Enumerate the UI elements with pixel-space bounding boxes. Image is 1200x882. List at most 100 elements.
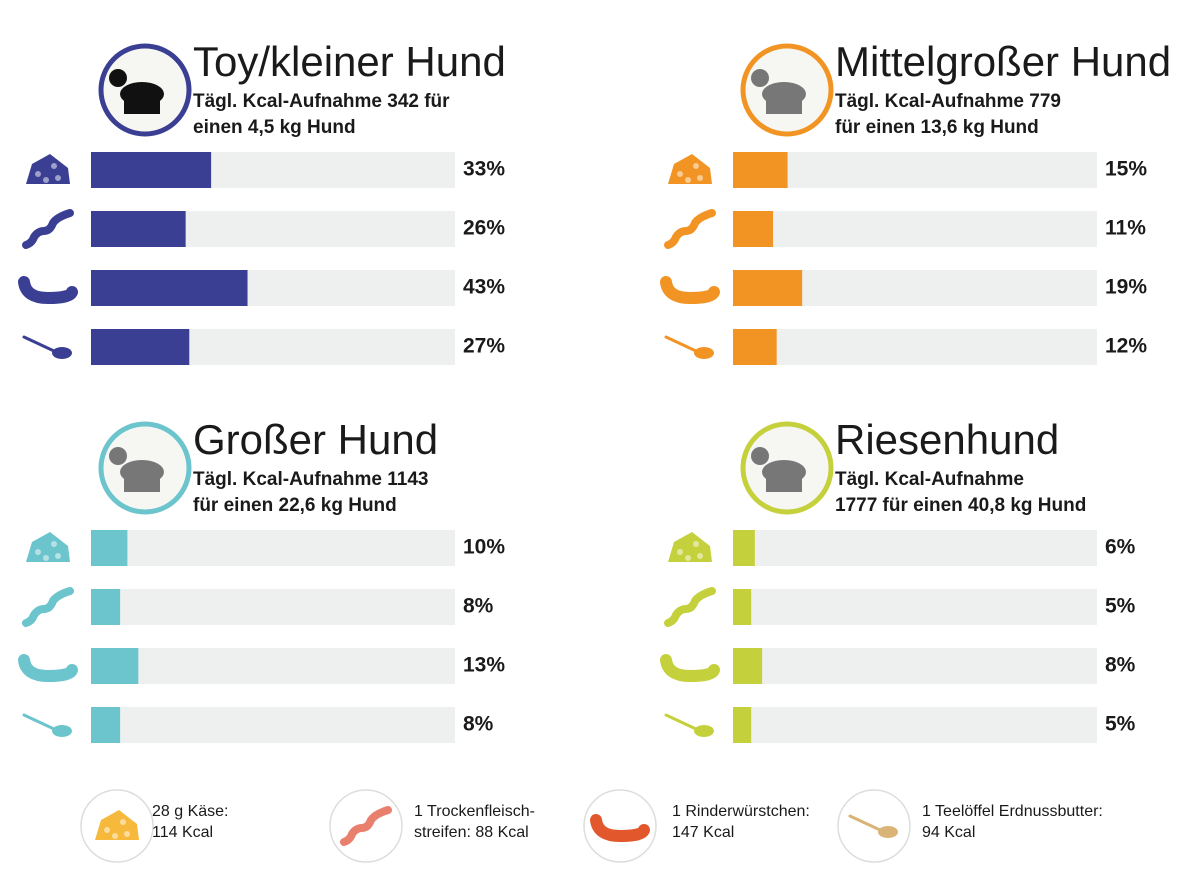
cheese-hole	[120, 819, 126, 825]
bar-track	[733, 707, 1097, 743]
bar	[733, 152, 788, 188]
cheese-hole	[112, 833, 118, 839]
spoon-bowl	[52, 725, 72, 737]
chart-subtitle: für einen 13,6 kg Hund	[835, 117, 1039, 138]
legend-item: 1 Teelöffel Erdnussbutter: 94 Kcal	[837, 789, 1103, 863]
cheese-hole	[43, 555, 49, 561]
cheese-hole	[124, 831, 130, 837]
bacon-icon	[664, 209, 716, 249]
bar	[91, 530, 128, 566]
spoon-bowl	[694, 347, 714, 359]
value-label: 10%	[463, 536, 505, 559]
dog-head	[109, 447, 127, 465]
cheese-hole	[35, 171, 41, 177]
chart-panel: Toy/kleiner Hund Tägl. Kcal-Aufnahme 342 …	[18, 38, 506, 365]
chart-panel: Großer Hund Tägl. Kcal-Aufnahme 1143 für e…	[18, 416, 505, 743]
cheese-hole	[677, 171, 683, 177]
chart-subtitle: Tägl. Kcal-Aufnahme	[835, 469, 1024, 490]
value-label: 8%	[463, 713, 494, 736]
dog-head	[751, 447, 769, 465]
spoon-handle	[22, 335, 56, 353]
bar-track	[733, 530, 1097, 566]
dog-legs	[766, 100, 802, 114]
bar	[91, 152, 212, 188]
spoon-bowl	[52, 347, 72, 359]
value-label: 12%	[1105, 335, 1147, 358]
cheese-hole	[43, 177, 49, 183]
bar	[733, 270, 803, 306]
bar	[91, 329, 190, 365]
cheese-hole	[697, 175, 703, 181]
spoon-bowl	[694, 725, 714, 737]
chart-panel: Mittelgroßer Hund Tägl. Kcal-Aufnahme 779…	[660, 38, 1171, 365]
cheese-hole	[677, 549, 683, 555]
chart-subtitle: für einen 22,6 kg Hund	[193, 495, 397, 516]
value-label: 27%	[463, 335, 505, 358]
dog-legs	[124, 100, 160, 114]
value-label: 11%	[1105, 217, 1146, 240]
bar	[733, 707, 752, 743]
bar-track	[733, 329, 1097, 365]
legend-text: 1 Teelöffel Erdnussbutter:	[922, 803, 1103, 820]
value-label: 33%	[463, 158, 505, 181]
chart-subtitle: Tägl. Kcal-Aufnahme 342 für	[193, 91, 450, 112]
bacon-icon	[22, 587, 74, 627]
legend-text: 147 Kcal	[672, 824, 734, 841]
bar	[733, 589, 752, 625]
bar	[733, 211, 774, 247]
value-label: 43%	[463, 276, 505, 299]
cheese-hole	[697, 553, 703, 559]
cheese-hole	[685, 555, 691, 561]
bar-track	[91, 589, 455, 625]
chart-title: Riesenhund	[835, 416, 1059, 463]
legend-item: 1 Trockenfleisch-streifen: 88 Kcal	[329, 789, 535, 863]
value-label: 8%	[1105, 654, 1136, 677]
bacon-icon	[22, 209, 74, 249]
spoon-handle	[664, 335, 698, 353]
spoon-handle	[848, 814, 882, 832]
chart-subtitle: Tägl. Kcal-Aufnahme 779	[835, 91, 1061, 112]
cheese-hole	[55, 175, 61, 181]
bar-track	[733, 648, 1097, 684]
legend-text: 114 Kcal	[152, 824, 213, 841]
bar	[91, 211, 186, 247]
bar	[91, 270, 248, 306]
sausage-icon	[660, 654, 720, 683]
bar	[91, 589, 121, 625]
legend-text: 1 Rinderwürstchen:	[672, 803, 810, 820]
sausage-icon	[18, 654, 78, 683]
legend-badge	[583, 789, 657, 863]
cheese-hole	[55, 553, 61, 559]
bar	[733, 329, 777, 365]
bar	[733, 530, 755, 566]
legend-text: 28 g Käse:	[152, 803, 229, 820]
bar	[91, 648, 139, 684]
legend-text: streifen: 88 Kcal	[414, 824, 529, 841]
bar	[733, 648, 763, 684]
cheese-hole	[685, 177, 691, 183]
cheese-hole	[693, 541, 699, 547]
bar-track	[91, 530, 455, 566]
chart-subtitle: 1777 für einen 40,8 kg Hund	[835, 495, 1086, 516]
chart-subtitle: Tägl. Kcal-Aufnahme 1143	[193, 469, 428, 490]
sausage-icon	[590, 814, 650, 843]
value-label: 13%	[463, 654, 505, 677]
chart-title: Mittelgroßer Hund	[835, 38, 1171, 85]
bar-track	[733, 589, 1097, 625]
bacon-icon	[664, 587, 716, 627]
spoon-handle	[22, 713, 56, 731]
bar-track	[733, 211, 1097, 247]
value-label: 8%	[463, 595, 494, 618]
sausage-icon	[18, 276, 78, 305]
chart-title: Toy/kleiner Hund	[193, 38, 506, 85]
bar-track	[91, 648, 455, 684]
bar-track	[733, 152, 1097, 188]
value-label: 5%	[1105, 713, 1136, 736]
dog-head	[751, 69, 769, 87]
chart-title: Großer Hund	[193, 416, 438, 463]
cheese-hole	[35, 549, 41, 555]
bar-track	[91, 707, 455, 743]
chart-panel: Riesenhund Tägl. Kcal-Aufnahme 1777 für ei…	[660, 416, 1136, 743]
dog-head	[109, 69, 127, 87]
